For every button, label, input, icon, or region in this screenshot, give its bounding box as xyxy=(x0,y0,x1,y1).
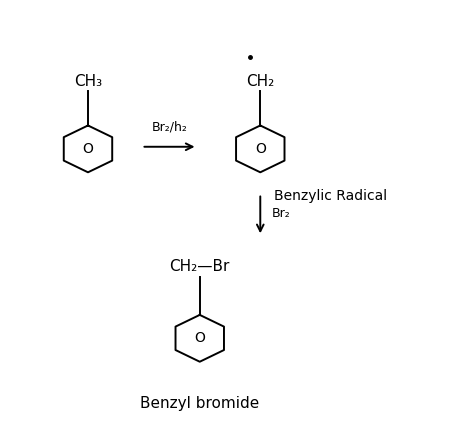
Text: Br₂: Br₂ xyxy=(272,207,291,220)
Text: Br₂/h₂: Br₂/h₂ xyxy=(152,121,187,134)
Text: Benzyl bromide: Benzyl bromide xyxy=(140,396,259,411)
Text: CH₂—Br: CH₂—Br xyxy=(170,260,230,274)
Text: O: O xyxy=(82,142,93,156)
Text: Benzylic Radical: Benzylic Radical xyxy=(273,189,387,204)
Text: CH₃: CH₃ xyxy=(74,74,102,89)
Text: O: O xyxy=(194,331,205,345)
Text: CH₂: CH₂ xyxy=(246,74,274,89)
Text: O: O xyxy=(255,142,266,156)
